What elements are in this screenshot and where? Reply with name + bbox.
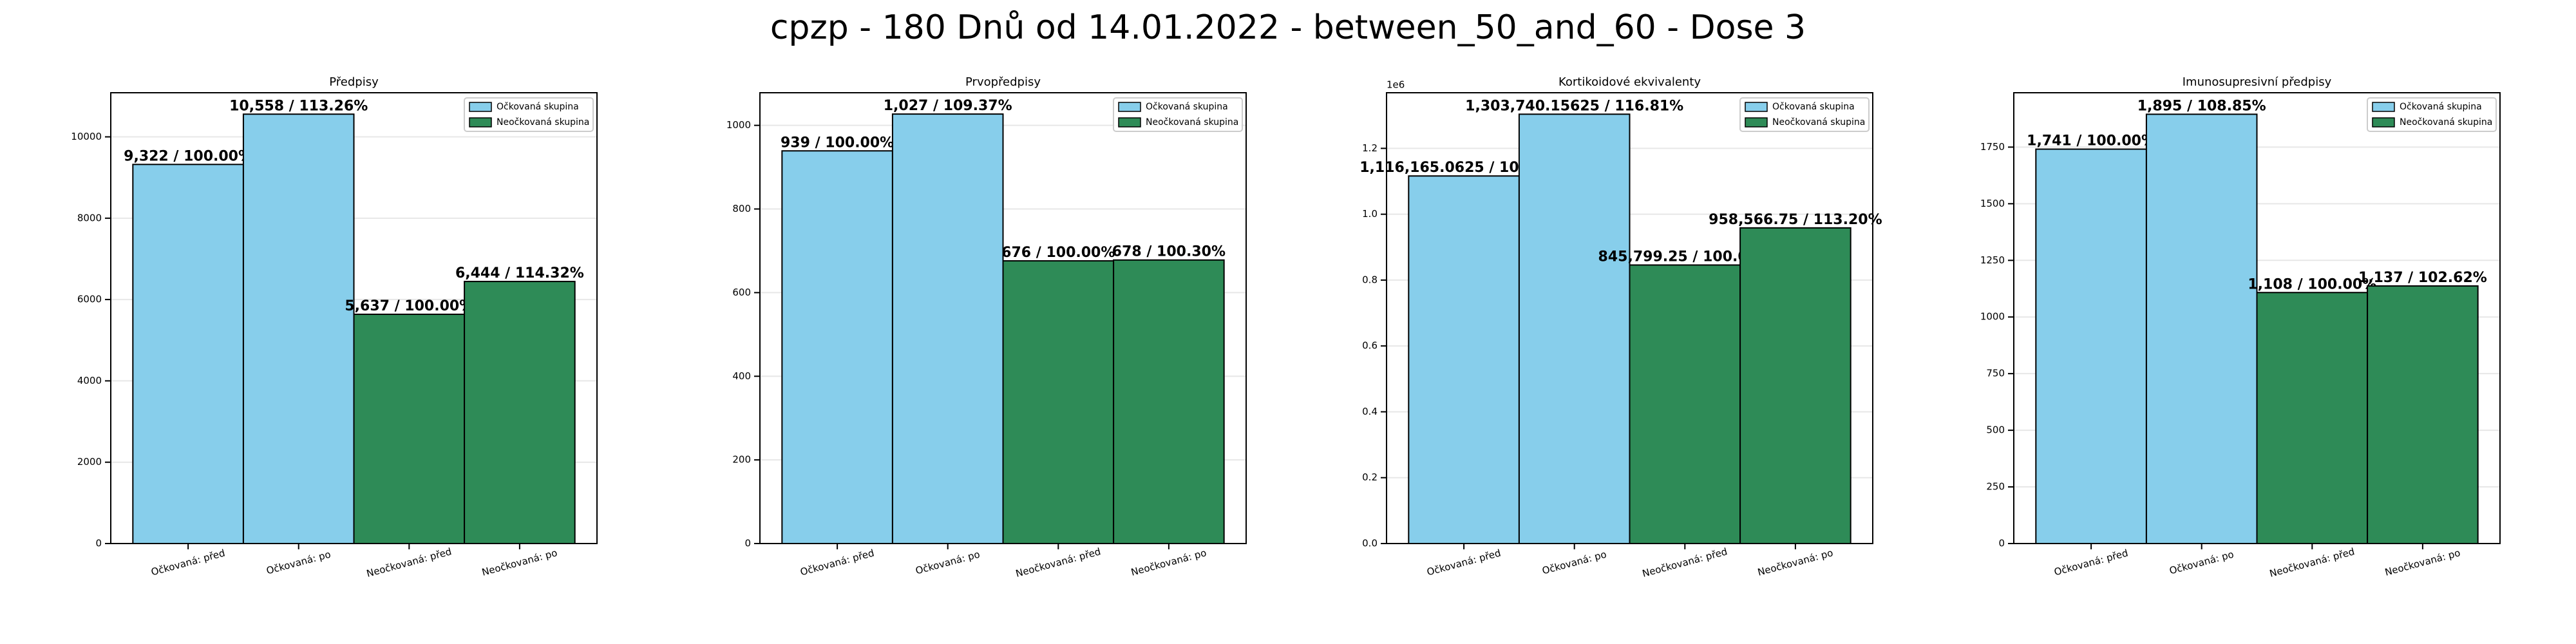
offset-label: 1e6 <box>1387 79 1405 91</box>
y-tick-label: 0.2 <box>1362 471 1378 483</box>
y-tick-label: 1.2 <box>1362 142 1378 154</box>
legend-label: Očkovaná skupina <box>497 102 579 112</box>
value-label: 939 / 100.00% <box>781 135 894 151</box>
y-tick-label: 1.0 <box>1362 208 1378 220</box>
axes-frame <box>759 92 1247 544</box>
y-tick-label: 0 <box>744 538 751 549</box>
bar <box>1518 113 1631 544</box>
y-tick-label: 1000 <box>726 119 751 131</box>
bar <box>242 113 355 544</box>
legend-label: Neočkovaná skupina <box>1146 117 1238 128</box>
legend-box <box>2367 97 2497 132</box>
y-tick-label: 4000 <box>77 375 102 386</box>
legend-swatch <box>1745 102 1768 112</box>
bar <box>2035 148 2147 544</box>
bar <box>2367 285 2479 544</box>
bar <box>1113 259 1225 544</box>
y-tick-label: 1000 <box>1980 311 2005 323</box>
y-tick-label: 2000 <box>77 456 102 468</box>
legend-box <box>1739 97 1870 132</box>
legend-swatch <box>2372 117 2395 128</box>
value-label: 10,558 / 113.26% <box>229 98 368 114</box>
axes-frame <box>2013 92 2501 544</box>
y-tick-label: 400 <box>732 370 751 382</box>
value-label: 1,027 / 109.37% <box>884 98 1012 114</box>
value-label: 1,741 / 100.00% <box>2027 133 2155 149</box>
bar <box>1629 264 1741 544</box>
bar <box>132 164 244 544</box>
legend-box <box>464 97 594 132</box>
y-tick-label: 0.0 <box>1362 538 1378 549</box>
y-tick-label: 8000 <box>77 212 102 223</box>
axes-frame <box>1386 92 1873 544</box>
legend-box <box>1113 97 1243 132</box>
legend-label: Očkovaná skupina <box>1146 102 1228 112</box>
bar <box>891 113 1004 544</box>
y-tick-label: 250 <box>1986 481 2005 493</box>
legend-swatch <box>1118 102 1141 112</box>
y-tick-label: 10000 <box>71 131 102 142</box>
chart-title: Kortikoidové ekvivalenty <box>1558 75 1701 89</box>
y-tick-label: 0.6 <box>1362 340 1378 352</box>
bar <box>464 281 576 544</box>
value-label: 676 / 100.00% <box>1001 245 1115 261</box>
y-tick-label: 0.4 <box>1362 406 1378 417</box>
value-label: 1,137 / 102.62% <box>2358 270 2487 286</box>
legend-swatch <box>1118 117 1141 128</box>
legend-swatch <box>469 102 492 112</box>
value-label: 6,444 / 114.32% <box>455 265 584 281</box>
chart-title: Prvopředpisy <box>965 75 1041 89</box>
bar <box>1002 260 1115 544</box>
value-label: 1,895 / 108.85% <box>2137 98 2266 114</box>
y-tick-label: 0 <box>95 538 102 549</box>
chart-title: Imunosupresivní předpisy <box>2183 75 2332 89</box>
y-tick-label: 750 <box>1986 368 2005 379</box>
legend-swatch <box>469 117 492 128</box>
value-label: 1,108 / 100.00% <box>2248 276 2376 292</box>
y-tick-label: 6000 <box>77 294 102 305</box>
legend-label: Očkovaná skupina <box>1772 102 1855 112</box>
legend-label: Neočkovaná skupina <box>497 117 589 128</box>
y-tick-label: 1750 <box>1980 141 2005 153</box>
value-label: 5,637 / 100.00% <box>345 298 473 314</box>
y-tick-label: 500 <box>1986 424 2005 436</box>
legend-label: Očkovaná skupina <box>2400 102 2482 112</box>
value-label: 678 / 100.30% <box>1112 244 1226 260</box>
value-label: 9,322 / 100.00% <box>124 148 252 164</box>
y-tick-label: 600 <box>732 287 751 298</box>
bar <box>781 150 893 544</box>
bar <box>2145 113 2258 544</box>
bar <box>1739 227 1852 544</box>
legend-swatch <box>1745 117 1768 128</box>
y-tick-label: 0.8 <box>1362 274 1378 285</box>
y-tick-label: 200 <box>732 454 751 466</box>
axes-frame <box>110 92 598 544</box>
y-tick-label: 1500 <box>1980 198 2005 209</box>
legend-swatch <box>2372 102 2395 112</box>
chart-title: Předpisy <box>329 75 379 89</box>
y-tick-label: 0 <box>1998 538 2005 549</box>
bar <box>2256 292 2369 544</box>
y-tick-label: 800 <box>732 203 751 214</box>
figure-title: cpzp - 180 Dnů od 14.01.2022 - between_5… <box>770 8 1806 47</box>
y-tick-label: 1250 <box>1980 254 2005 266</box>
bar <box>1408 175 1520 544</box>
legend-label: Neočkovaná skupina <box>2400 117 2492 128</box>
value-label: 1,303,740.15625 / 116.81% <box>1465 98 1683 114</box>
value-label: 958,566.75 / 113.20% <box>1709 212 1882 228</box>
bar <box>353 314 466 544</box>
legend-label: Neočkovaná skupina <box>1772 117 1865 128</box>
